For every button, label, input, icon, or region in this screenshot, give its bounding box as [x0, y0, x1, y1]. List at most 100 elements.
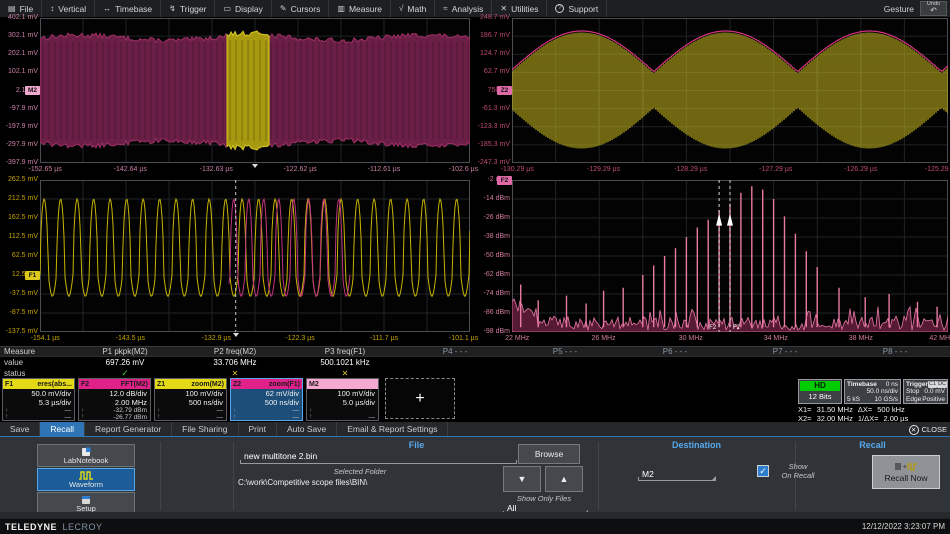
trace-id: F1	[5, 381, 13, 388]
hd-indicator[interactable]: HD 12 Bits	[798, 379, 842, 404]
descriptor-header: Z2zoom(F1)	[231, 379, 302, 389]
divider	[598, 442, 599, 510]
trace-descriptor-m2[interactable]: M2100 mV/div5.0 µs/div↓↑—	[306, 378, 379, 421]
tab-recall[interactable]: Recall	[40, 422, 85, 436]
y-axis-label: -87.5 mV	[0, 309, 38, 317]
menu-math[interactable]: √Math	[391, 0, 435, 17]
menu-support[interactable]: ?Support	[547, 0, 607, 17]
tab-file-sharing[interactable]: File Sharing	[172, 422, 238, 436]
waveform-grid-top-left[interactable]	[40, 18, 470, 163]
trace-level-badge-m2[interactable]: M2	[25, 86, 40, 95]
timebase-summary[interactable]: Timebase0 ns 50.0 ns/div 5 kS10 GS/s	[844, 379, 901, 404]
trigger-summary[interactable]: TriggerC1DC Stop0.0 mV EdgePositive	[903, 379, 948, 404]
waveform-grid-top-right[interactable]	[512, 18, 948, 163]
math-icon: √	[399, 4, 403, 13]
svg-text:F2: F2	[709, 325, 717, 331]
menu-vertical[interactable]: ↕ Vertical	[42, 0, 95, 17]
trace-level-badge-f1[interactable]: F1	[25, 271, 40, 280]
tab-report-generator[interactable]: Report Generator	[85, 422, 172, 436]
tab-print[interactable]: Print	[239, 422, 277, 436]
trigger-source-badge: C1	[928, 381, 937, 388]
waveform-grid-bottom-left[interactable]	[40, 180, 470, 332]
status-check-icon: ✓	[121, 368, 129, 378]
recall-now-icon	[894, 462, 918, 472]
analysis-icon: ≈	[443, 4, 447, 13]
y-axis-label: 124.7 mV	[472, 50, 510, 58]
x-axis-label: -129.29 µs	[574, 165, 634, 174]
measure-status: ✕	[180, 369, 290, 378]
x-axis-label: 34 MHz	[746, 334, 806, 343]
close-icon: ✕	[909, 425, 919, 435]
y-axis-label: -26 dBm	[472, 214, 510, 222]
x-axis-label: -142.64 µs	[100, 165, 160, 174]
measure-table: Measure P1 pkpk(M2)P2 freq(M2)P3 freq(F1…	[0, 346, 950, 378]
add-trace-button[interactable]: +	[385, 378, 455, 419]
measure-status: ✕	[290, 369, 400, 378]
descriptor-header: F1eres(abs...	[3, 379, 74, 389]
tab-auto-save[interactable]: Auto Save	[277, 422, 337, 436]
descriptor-header: F2FFT(M2)	[79, 379, 150, 389]
scroll-down-button[interactable]: ▼	[503, 466, 541, 492]
menu-label: Trigger	[180, 4, 207, 14]
close-button[interactable]: ✕ CLOSE	[909, 422, 947, 437]
show-on-recall-checkbox[interactable]: ✓	[757, 465, 769, 477]
cursor-readout: X1=31.50 MHzΔX=500 kHz X2=32.00 MHz1/ΔX=…	[798, 406, 913, 423]
menu-timebase[interactable]: ↔Timebase	[95, 0, 161, 17]
cursor-value: -32.79 dBm	[113, 407, 147, 414]
scroll-up-button[interactable]: ▲	[545, 466, 583, 492]
browse-button[interactable]: Browse	[518, 444, 580, 464]
menu-label: Cursors	[291, 4, 321, 14]
show-only-files-label: Show Only Files	[500, 494, 588, 503]
trace-level-badge-z2[interactable]: Z2	[497, 86, 512, 95]
source-button-waveform[interactable]: Waveform	[37, 468, 135, 491]
trace-descriptors: F1eres(abs...50.0 mV/div5.3 µs/div↓—↑—F2…	[2, 378, 379, 421]
on-recall-label: On Recall	[772, 471, 824, 480]
labnotebook-icon	[80, 447, 92, 457]
arrow-down-icon: ↓	[309, 407, 312, 414]
undo-button[interactable]: Undo ↶	[920, 1, 947, 16]
waveform-grid-bottom-right[interactable]: F2F2	[512, 180, 948, 332]
timebase-rate: 10 GS/s	[875, 396, 898, 403]
setup-icon	[80, 495, 92, 505]
trigger-mode: Stop	[906, 388, 919, 395]
timebase-title: Timebase	[847, 381, 877, 388]
filename-input[interactable]: new multitone 2.bin	[240, 451, 517, 464]
menu-cursors[interactable]: ✎Cursors	[272, 0, 329, 17]
vertical-icon: ↕	[50, 4, 54, 13]
hd-badge: HD	[800, 381, 840, 391]
trace-descriptor-z2[interactable]: Z2zoom(F1)62 mV/div500 ns/div↓—↑—	[230, 378, 303, 421]
tab-save[interactable]: Save	[0, 422, 40, 436]
menu-trigger[interactable]: ↯Trigger	[161, 0, 215, 17]
x-axis-label: -152.65 µs	[15, 165, 75, 174]
y-axis-label: 102.1 mV	[0, 68, 38, 76]
status-warn-icon: ✕	[232, 369, 239, 378]
trace-descriptor-f1[interactable]: F1eres(abs...50.0 mV/div5.3 µs/div↓—↑—	[2, 378, 75, 421]
trace-id: Z2	[233, 381, 241, 388]
y-axis-label: 112.5 mV	[0, 233, 38, 241]
source-button-label: LabNotebook	[64, 457, 109, 465]
source-button-labnotebook[interactable]: LabNotebook	[37, 444, 135, 467]
cursor-row: ↑-26.77 dBm	[79, 414, 150, 421]
menu-measure[interactable]: ▥Measure	[329, 0, 391, 17]
recall-now-button[interactable]: Recall Now	[872, 455, 940, 489]
menu-display[interactable]: ▭Display	[215, 0, 271, 17]
y-axis-label: -62 dBm	[472, 271, 510, 279]
y-axis-label: 62.7 mV	[472, 68, 510, 76]
trace-descriptor-f2[interactable]: F2FFT(M2)12.0 dB/div2.00 MHz↓-32.79 dBm↑…	[78, 378, 151, 421]
support-icon: ?	[555, 4, 564, 13]
measure-header: P1 pkpk(M2)	[70, 347, 180, 356]
cursor-row: ↑—	[3, 414, 74, 421]
x-axis-label: -130.29 µs	[487, 165, 547, 174]
destination-dropdown[interactable]: M2	[638, 469, 716, 481]
tab-email-report-settings[interactable]: Email & Report Settings	[337, 422, 448, 436]
datetime: 12/12/2022 3:23:07 PM	[862, 522, 945, 531]
trace-descriptor-z1[interactable]: Z1zoom(M2)100 mV/div500 ns/div↓—↑—	[154, 378, 227, 421]
dialog-tabs: SaveRecallReport GeneratorFile SharingPr…	[0, 422, 448, 436]
menu-label: Measure	[349, 4, 382, 14]
x-axis-label: 42 MHz	[911, 334, 950, 343]
dialog-tab-bar: SaveRecallReport GeneratorFile SharingPr…	[0, 422, 950, 437]
descriptor-header: Z1zoom(M2)	[155, 379, 226, 389]
trace-level-badge-f2[interactable]: F2	[497, 176, 512, 185]
brand-secondary: LECROY	[63, 522, 103, 532]
menu-label: Vertical	[58, 4, 86, 14]
